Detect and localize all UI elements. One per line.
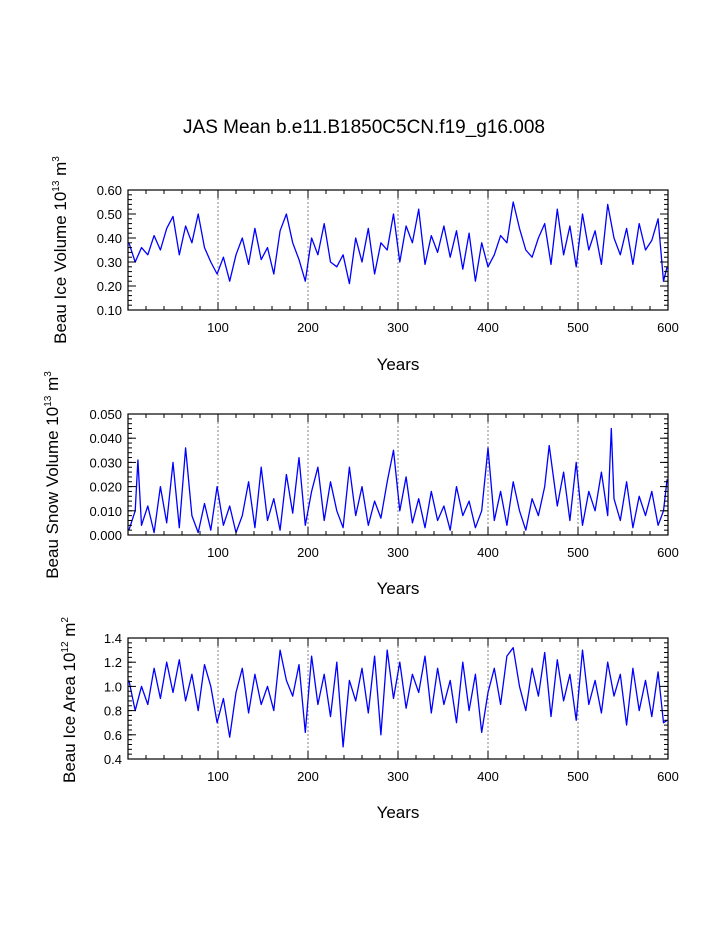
y-tick-label: 1.2 [104, 655, 122, 670]
y-tick-label: 0.6 [104, 728, 122, 743]
y-tick-label: 0.040 [89, 431, 122, 446]
x-tick-label: 400 [477, 320, 499, 335]
ice-area-series [128, 647, 668, 748]
y-tick-label: 0.4 [104, 752, 122, 767]
x-axis-label: Years [377, 803, 420, 822]
x-tick-label: 400 [477, 769, 499, 784]
series-line-ice_volume [128, 201, 668, 285]
x-gridlines [217, 414, 579, 535]
x-axis-label: Years [377, 355, 420, 374]
x-tick-label: 200 [297, 769, 319, 784]
tick-labels: 100 200 300 400 500 600 0.4 0.6 0.8 1.0 1.2 1.4 [104, 631, 679, 784]
panel-ice-area: 100 200 300 400 500 600 0.4 0.6 0.8 1.0 1.2 1.4 Yea… [60, 617, 679, 822]
x-tick-label: 100 [207, 545, 229, 560]
x-tick-label: 600 [657, 545, 679, 560]
y-tick-label: 0.000 [89, 528, 122, 543]
x-tick-label: 300 [387, 769, 409, 784]
x-tick-label: 500 [567, 769, 589, 784]
x-tick-label: 100 [207, 320, 229, 335]
x-tick-label: 200 [297, 320, 319, 335]
axis-ticks [128, 189, 669, 311]
panel-ice-volume: 100 200 300 400 500 600 0.10 0.20 0.30 0.40 0.50 0.… [51, 156, 679, 374]
tick-labels: 100 200 300 400 500 600 0.000 0.010 0.020 0.030 0.… [89, 407, 678, 560]
x-tick-label: 200 [297, 545, 319, 560]
chart-title: JAS Mean b.e11.B1850C5CN.f19_g16.008 [183, 117, 545, 138]
y-tick-label: 0.10 [97, 303, 122, 318]
series-line-ice_area [128, 647, 668, 748]
ice-volume-series [128, 201, 668, 285]
y-tick-label: 1.4 [104, 631, 122, 646]
x-tick-label: 300 [387, 320, 409, 335]
y-tick-label: 0.8 [104, 704, 122, 719]
y-tick-label: 0.030 [89, 455, 122, 470]
x-tick-label: 600 [657, 320, 679, 335]
x-tick-label: 100 [207, 769, 229, 784]
y-tick-label: 1.0 [104, 679, 122, 694]
x-tick-label: 600 [657, 769, 679, 784]
y-tick-label: 0.30 [97, 255, 122, 270]
y-axis-label: Beau Snow Volume 1013 m3 [43, 371, 62, 579]
tick-labels: 100 200 300 400 500 600 0.10 0.20 0.30 0.40 0.50 0.… [97, 183, 679, 335]
panel-snow-volume: 100 200 300 400 500 600 0.000 0.010 0.020 0.030 0.… [43, 371, 679, 598]
x-tick-label: 300 [387, 545, 409, 560]
snow-volume-series [128, 427, 668, 534]
y-tick-label: 0.020 [89, 480, 122, 495]
y-tick-label: 0.20 [97, 279, 122, 294]
y-axis-label: Beau Ice Area 1012 m2 [60, 617, 79, 783]
y-tick-label: 0.50 [97, 207, 122, 222]
y-axis-label: Beau Ice Volume 1013 m3 [51, 156, 70, 344]
y-tick-label: 0.40 [97, 231, 122, 246]
y-tick-label: 0.60 [97, 183, 122, 198]
x-gridlines [217, 638, 579, 759]
x-axis-label: Years [377, 579, 420, 598]
x-tick-label: 500 [567, 545, 589, 560]
x-tick-label: 400 [477, 545, 499, 560]
axis-ticks [128, 413, 669, 536]
x-tick-label: 500 [567, 320, 589, 335]
y-tick-label: 0.050 [89, 407, 122, 422]
axis-ticks [128, 637, 669, 760]
y-tick-label: 0.010 [89, 504, 122, 519]
series-line-snow_volume [128, 427, 668, 534]
